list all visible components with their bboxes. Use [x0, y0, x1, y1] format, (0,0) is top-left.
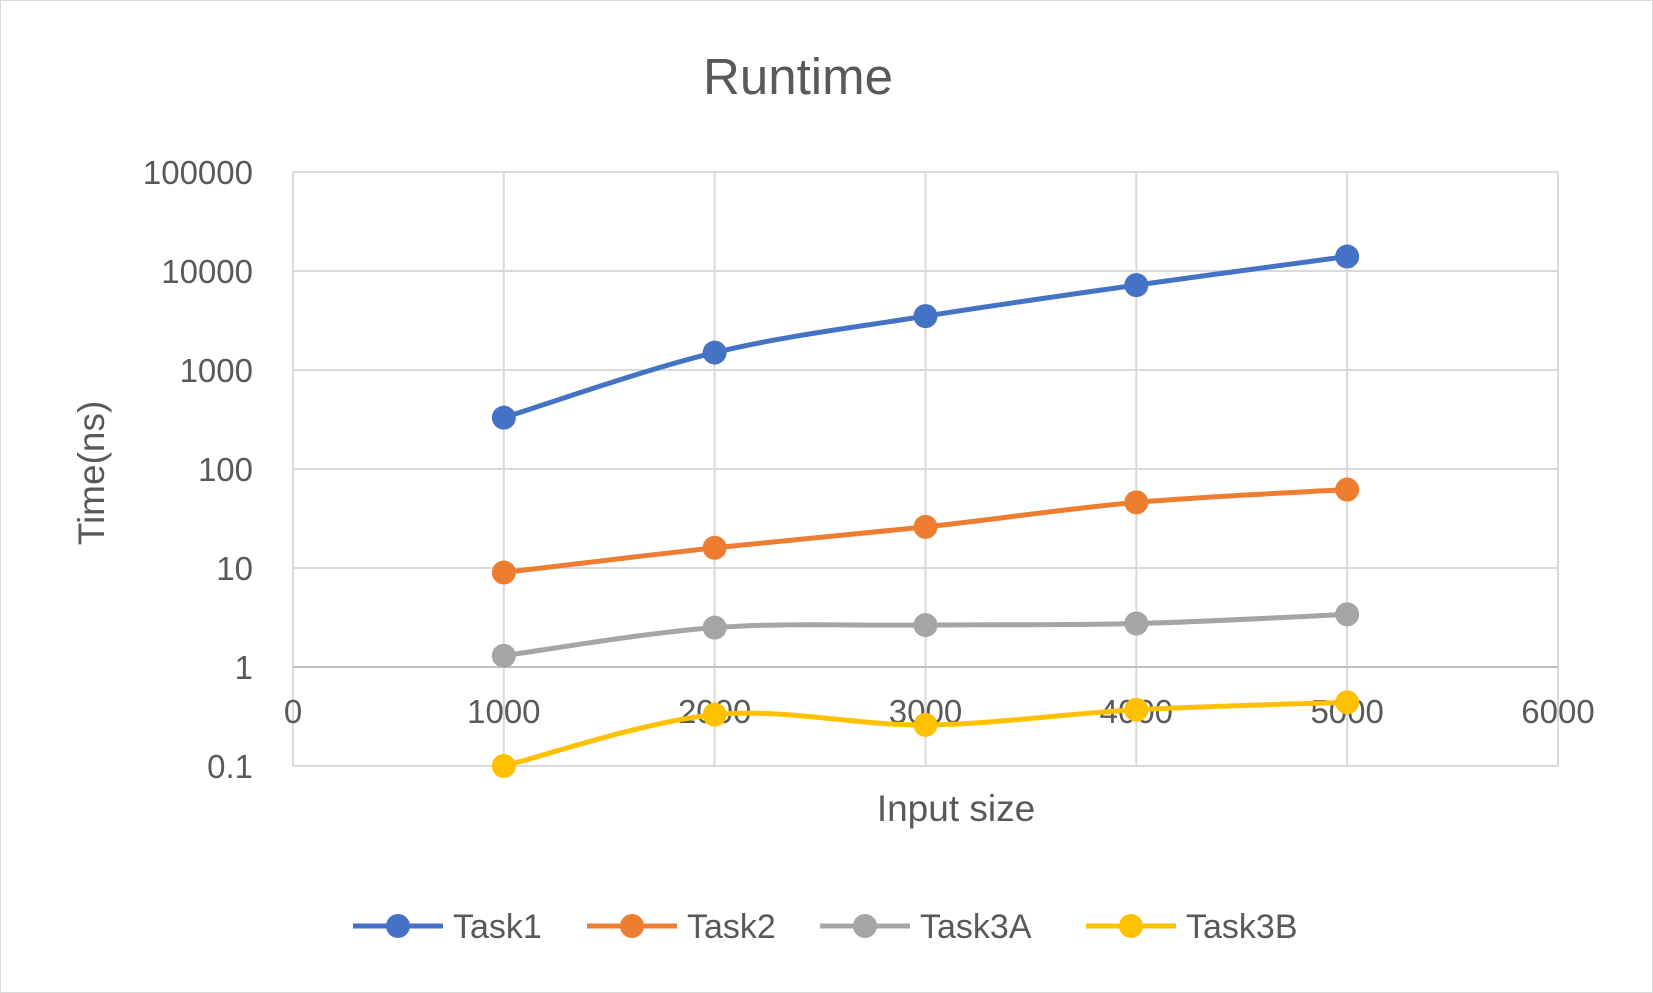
data-point-task2: [1335, 477, 1360, 502]
data-point-task3b: [1124, 697, 1149, 722]
x-tick-label: 0: [284, 693, 302, 730]
data-point-task1: [1335, 244, 1360, 269]
data-point-task3a: [913, 613, 938, 638]
legend-label-task3b: Task3B: [1186, 908, 1298, 946]
legend-label-task1: Task1: [453, 908, 542, 946]
data-point-task1: [1124, 273, 1149, 298]
data-point-task3b: [913, 712, 938, 737]
data-point-task3a: [1124, 611, 1149, 636]
legend-marker-task3a: [853, 914, 877, 938]
x-tick-label: 6000: [1521, 693, 1594, 730]
y-tick-labels: 0.1 1 10 100 1000 10000 100000: [143, 154, 253, 785]
y-tick-label: 0.1: [207, 748, 253, 785]
data-point-task1: [491, 405, 516, 430]
data-point-task1: [702, 340, 727, 365]
x-axis-title: Input size: [877, 788, 1035, 829]
data-point-task2: [491, 560, 516, 585]
y-tick-label: 100: [198, 451, 253, 488]
data-point-task3b: [1335, 690, 1360, 715]
series-task3a: [491, 602, 1360, 668]
series-task1: [491, 244, 1360, 430]
data-point-task3a: [1335, 602, 1360, 627]
legend-marker-task3b: [1119, 914, 1143, 938]
legend-marker-task1: [386, 914, 410, 938]
x-tick-label: 1000: [467, 693, 540, 730]
legend-label-task2: Task2: [687, 908, 776, 946]
legend-label-task3a: Task3A: [920, 908, 1032, 946]
y-tick-label: 10000: [161, 253, 253, 290]
y-tick-label: 100000: [143, 154, 253, 191]
legend-marker-task2: [620, 914, 644, 938]
gridlines: [292, 171, 1559, 767]
data-point-task3a: [491, 643, 516, 668]
legend-entry-task3b: Task3B: [1086, 908, 1298, 946]
data-point-task2: [1124, 490, 1149, 515]
data-point-task2: [913, 514, 938, 539]
series-task2: [491, 477, 1360, 585]
chart-title: Runtime: [703, 48, 893, 105]
data-point-task1: [913, 304, 938, 329]
data-point-task3b: [491, 754, 516, 778]
y-axis-title: Time(ns): [71, 401, 112, 546]
y-tick-label: 10: [216, 550, 253, 587]
legend-entry-task3a: Task3A: [820, 908, 1032, 946]
y-tick-label: 1: [235, 649, 253, 686]
legend: Task1 Task2 Task3A Task3B: [353, 908, 1298, 946]
legend-entry-task2: Task2: [587, 908, 776, 946]
series-task3b: [491, 690, 1360, 778]
data-point-task2: [702, 535, 727, 560]
legend-entry-task1: Task1: [353, 908, 542, 946]
series-lines: [491, 244, 1360, 778]
data-point-task3a: [702, 615, 727, 640]
data-point-task3b: [702, 702, 727, 727]
y-tick-label: 1000: [180, 352, 253, 389]
